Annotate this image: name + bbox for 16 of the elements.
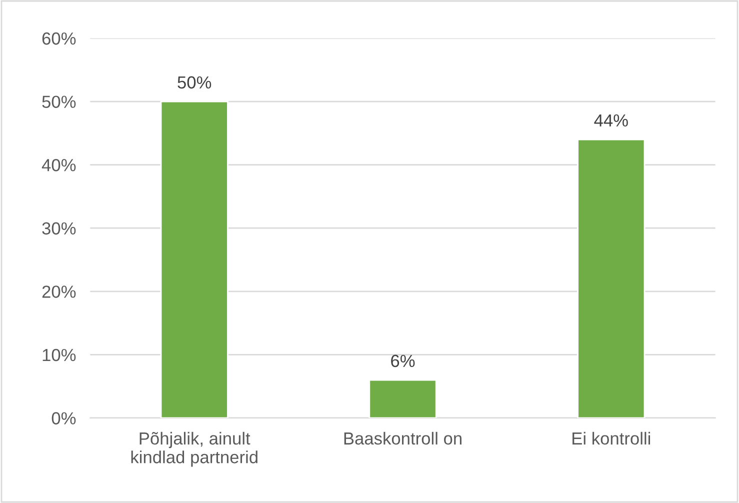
bar	[577, 138, 646, 418]
y-tick-label: 20%	[42, 286, 76, 298]
y-tick-label: 50%	[42, 96, 76, 108]
y-tick-label: 0%	[52, 412, 76, 424]
y-tick-label: 30%	[42, 222, 76, 235]
bar	[368, 379, 437, 418]
bar	[160, 100, 228, 418]
x-tick-label: Põhjalik, ainult kindlad partnerid	[131, 432, 258, 467]
data-label: 44%	[594, 114, 628, 127]
y-tick-label: 40%	[42, 158, 76, 172]
y-tick-label: 10%	[42, 348, 76, 362]
data-label: 6%	[391, 354, 415, 368]
x-tick-label: Ei kontrolli	[572, 432, 650, 445]
data-label: 50%	[178, 76, 212, 89]
x-tick-label: Baaskontroll on	[344, 432, 462, 445]
y-tick-label: 60%	[42, 32, 76, 45]
